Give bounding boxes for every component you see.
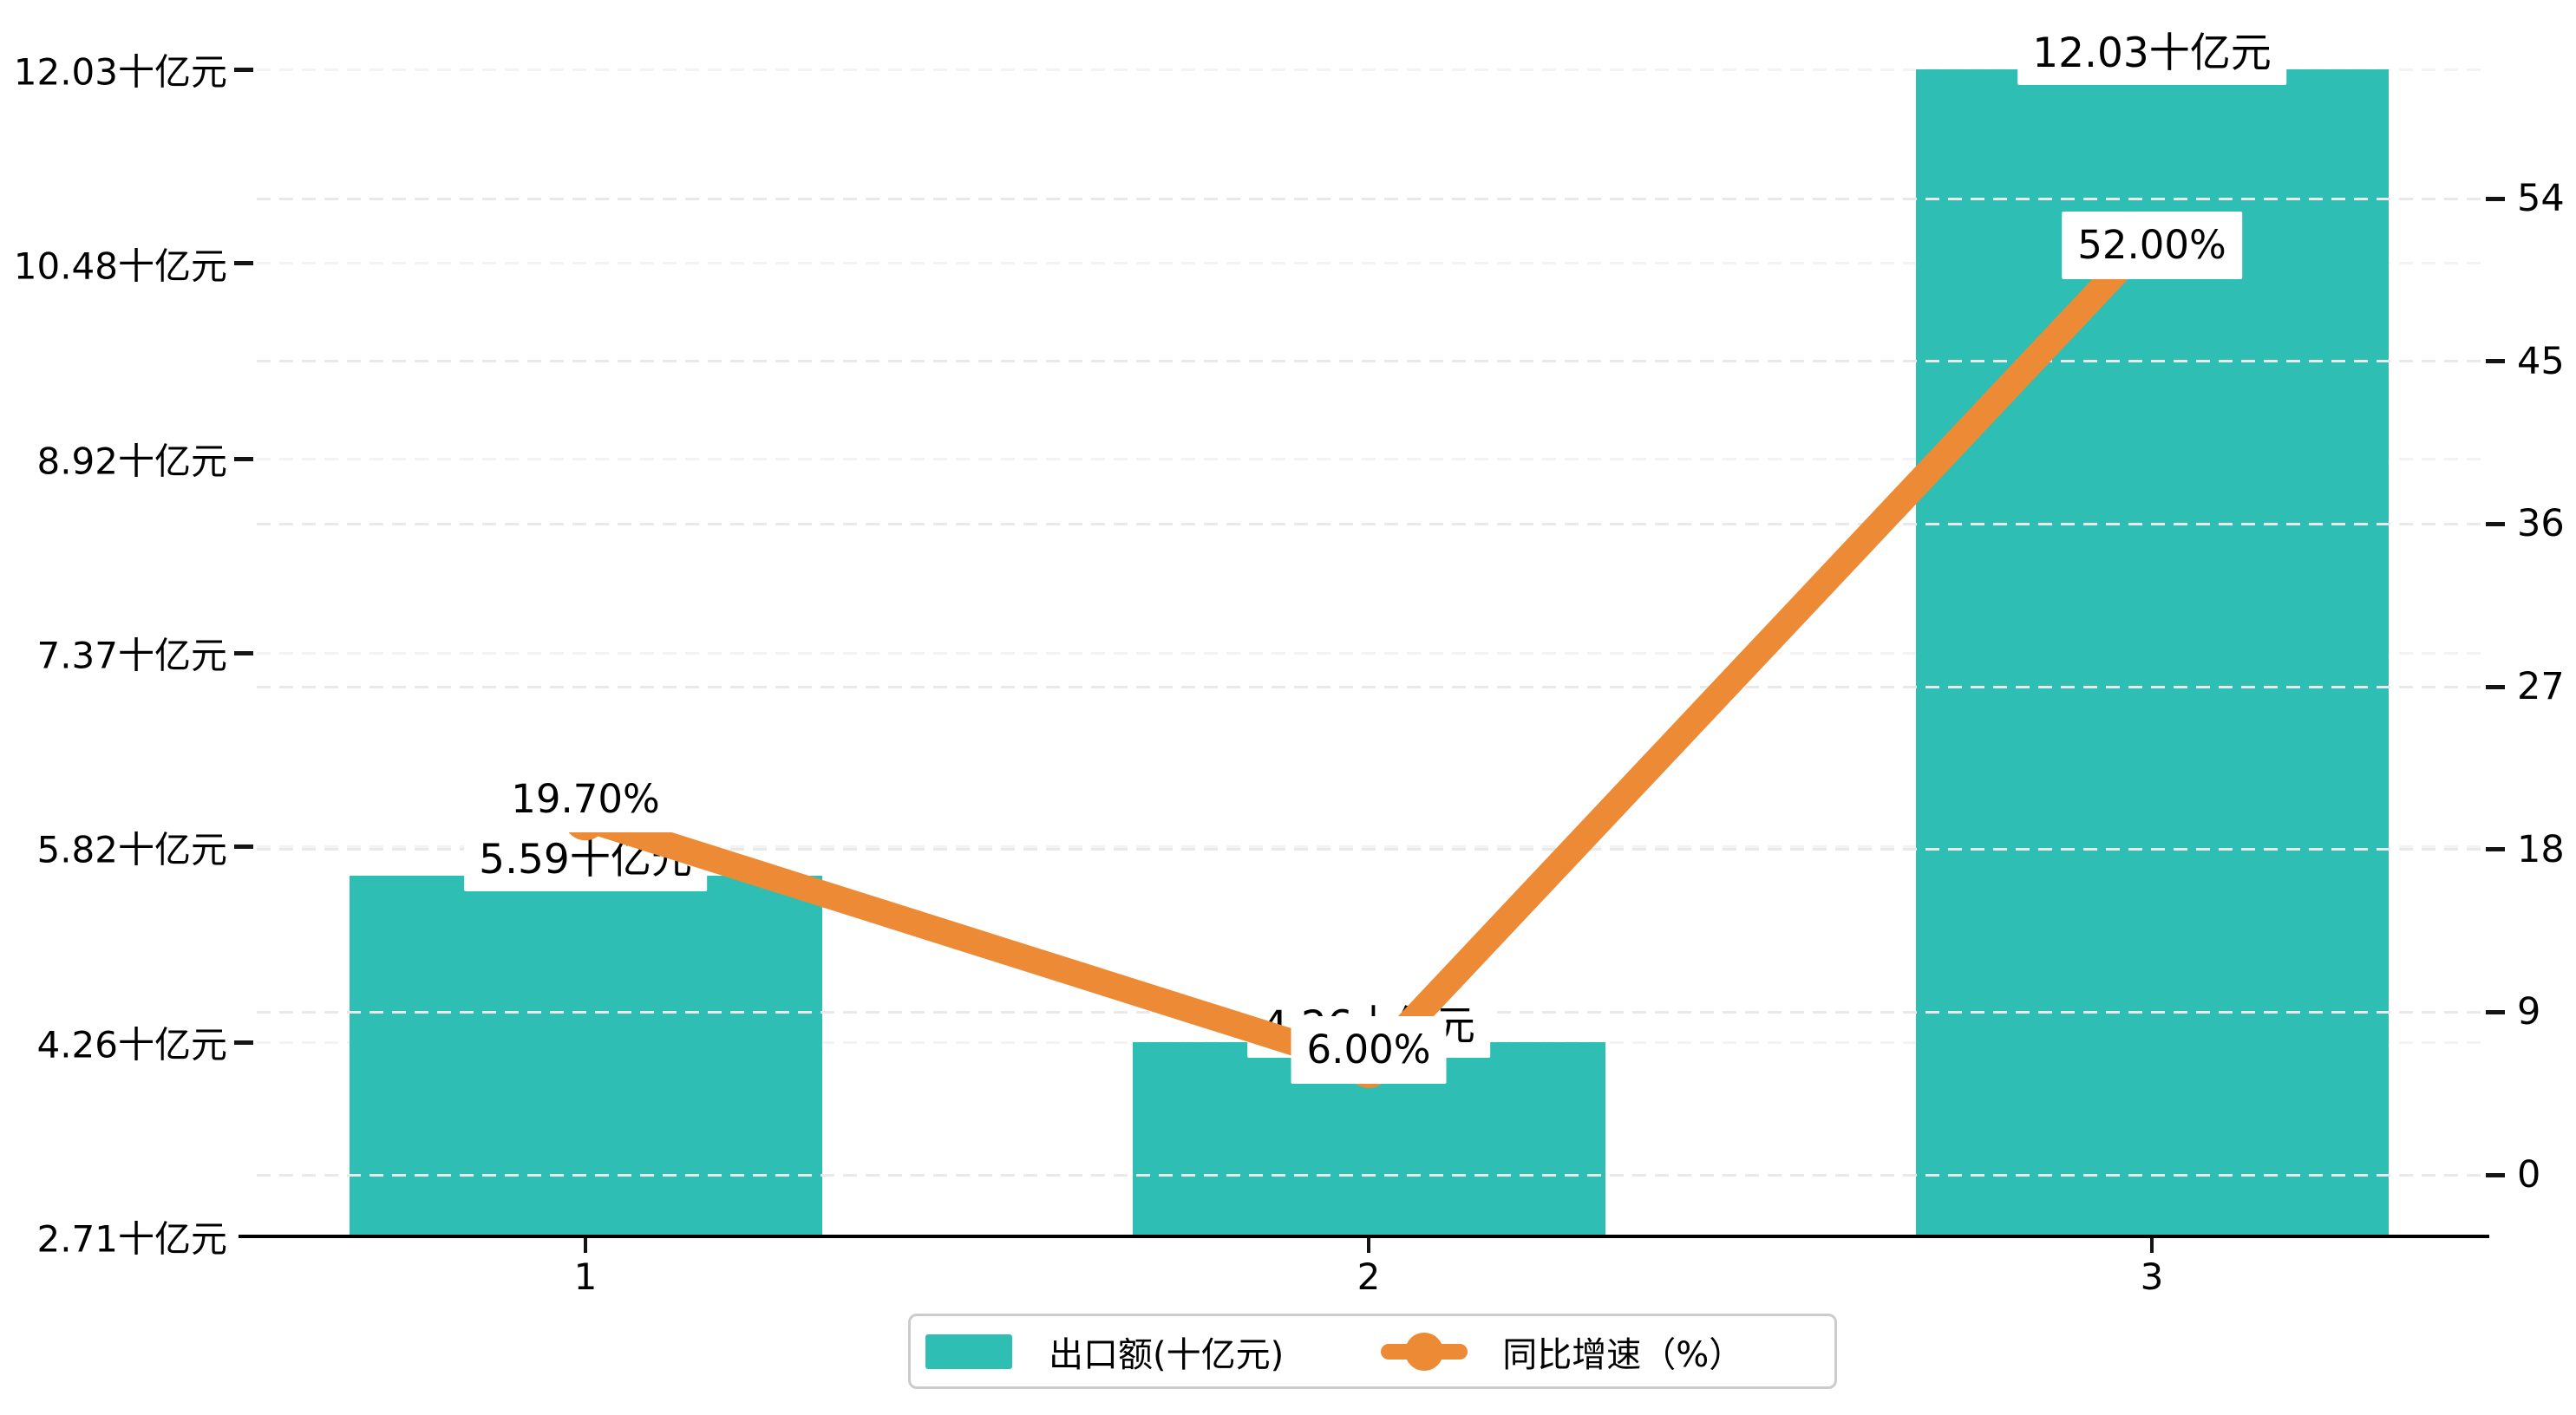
- left-axis-tick-label: 10.48十亿元: [13, 245, 227, 288]
- legend-label-export-amount: 出口额(十亿元): [1049, 1334, 1285, 1375]
- left-axis-tick-label: 7.37十亿元: [36, 634, 227, 677]
- right-axis-tick-label: 54: [2517, 177, 2565, 221]
- left-axis-tick: [234, 261, 253, 266]
- x-axis-tick: [2150, 1238, 2154, 1253]
- left-axis-tick: [234, 67, 253, 72]
- right-axis-tick-label: 45: [2517, 339, 2565, 383]
- right-axis-tick-label: 18: [2517, 827, 2565, 871]
- right-axis-tick: [2486, 684, 2505, 689]
- line-series-marker-icon: [1381, 1332, 1468, 1372]
- right-axis-tick: [2486, 359, 2505, 364]
- right-axis-tick-label: 0: [2517, 1153, 2541, 1197]
- growth-line-path[interactable]: [581, 225, 2161, 1079]
- left-axis-tick: [234, 1040, 253, 1045]
- right-axis-tick: [2486, 847, 2505, 852]
- right-axis-tick: [2486, 521, 2505, 526]
- line-marker-dot: [1405, 1332, 1444, 1371]
- left-axis-tick-label: 2.71十亿元: [36, 1217, 227, 1261]
- line-value-label: 6.00%: [1291, 1015, 1447, 1084]
- legend-item-export-amount[interactable]: 出口额(十亿元): [925, 1327, 1284, 1377]
- right-axis-tick: [2486, 196, 2505, 201]
- left-axis-tick: [234, 456, 253, 461]
- left-axis-tick-label: 5.82十亿元: [36, 828, 227, 871]
- bar-series-swatch-icon: [925, 1333, 1012, 1369]
- right-axis-tick: [2486, 1172, 2505, 1177]
- legend-item-yoy-growth[interactable]: 同比增速（%）: [1381, 1327, 1743, 1377]
- x-axis-tick-label: 2: [1357, 1255, 1381, 1298]
- bar-category-1[interactable]: [349, 876, 822, 1236]
- left-axis-tick-label: 4.26十亿元: [36, 1023, 227, 1066]
- right-axis-tick: [2486, 1009, 2505, 1014]
- x-axis-tick: [1367, 1238, 1370, 1253]
- x-axis-line: [239, 1235, 2489, 1238]
- right-axis-tick-label: 36: [2517, 502, 2565, 546]
- bar-value-label: 12.03十亿元: [2017, 12, 2286, 85]
- right-axis-tick-label: 27: [2517, 665, 2565, 709]
- left-axis-tick: [234, 844, 253, 850]
- left-axis-tick-label: 8.92十亿元: [36, 440, 227, 483]
- line-value-label: 52.00%: [2062, 211, 2242, 279]
- left-axis-tick-label: 12.03十亿元: [13, 50, 227, 94]
- line-value-label: 19.70%: [495, 765, 676, 833]
- right-axis-tick-label: 9: [2517, 990, 2541, 1034]
- legend-label-yoy-growth: 同比增速（%）: [1502, 1334, 1744, 1375]
- x-axis-tick-label: 1: [573, 1255, 598, 1298]
- x-axis-tick: [584, 1238, 587, 1253]
- legend: 出口额(十亿元) 同比增速（%）: [908, 1314, 1837, 1389]
- x-axis-tick-label: 3: [2140, 1255, 2164, 1298]
- left-axis-tick: [234, 650, 253, 655]
